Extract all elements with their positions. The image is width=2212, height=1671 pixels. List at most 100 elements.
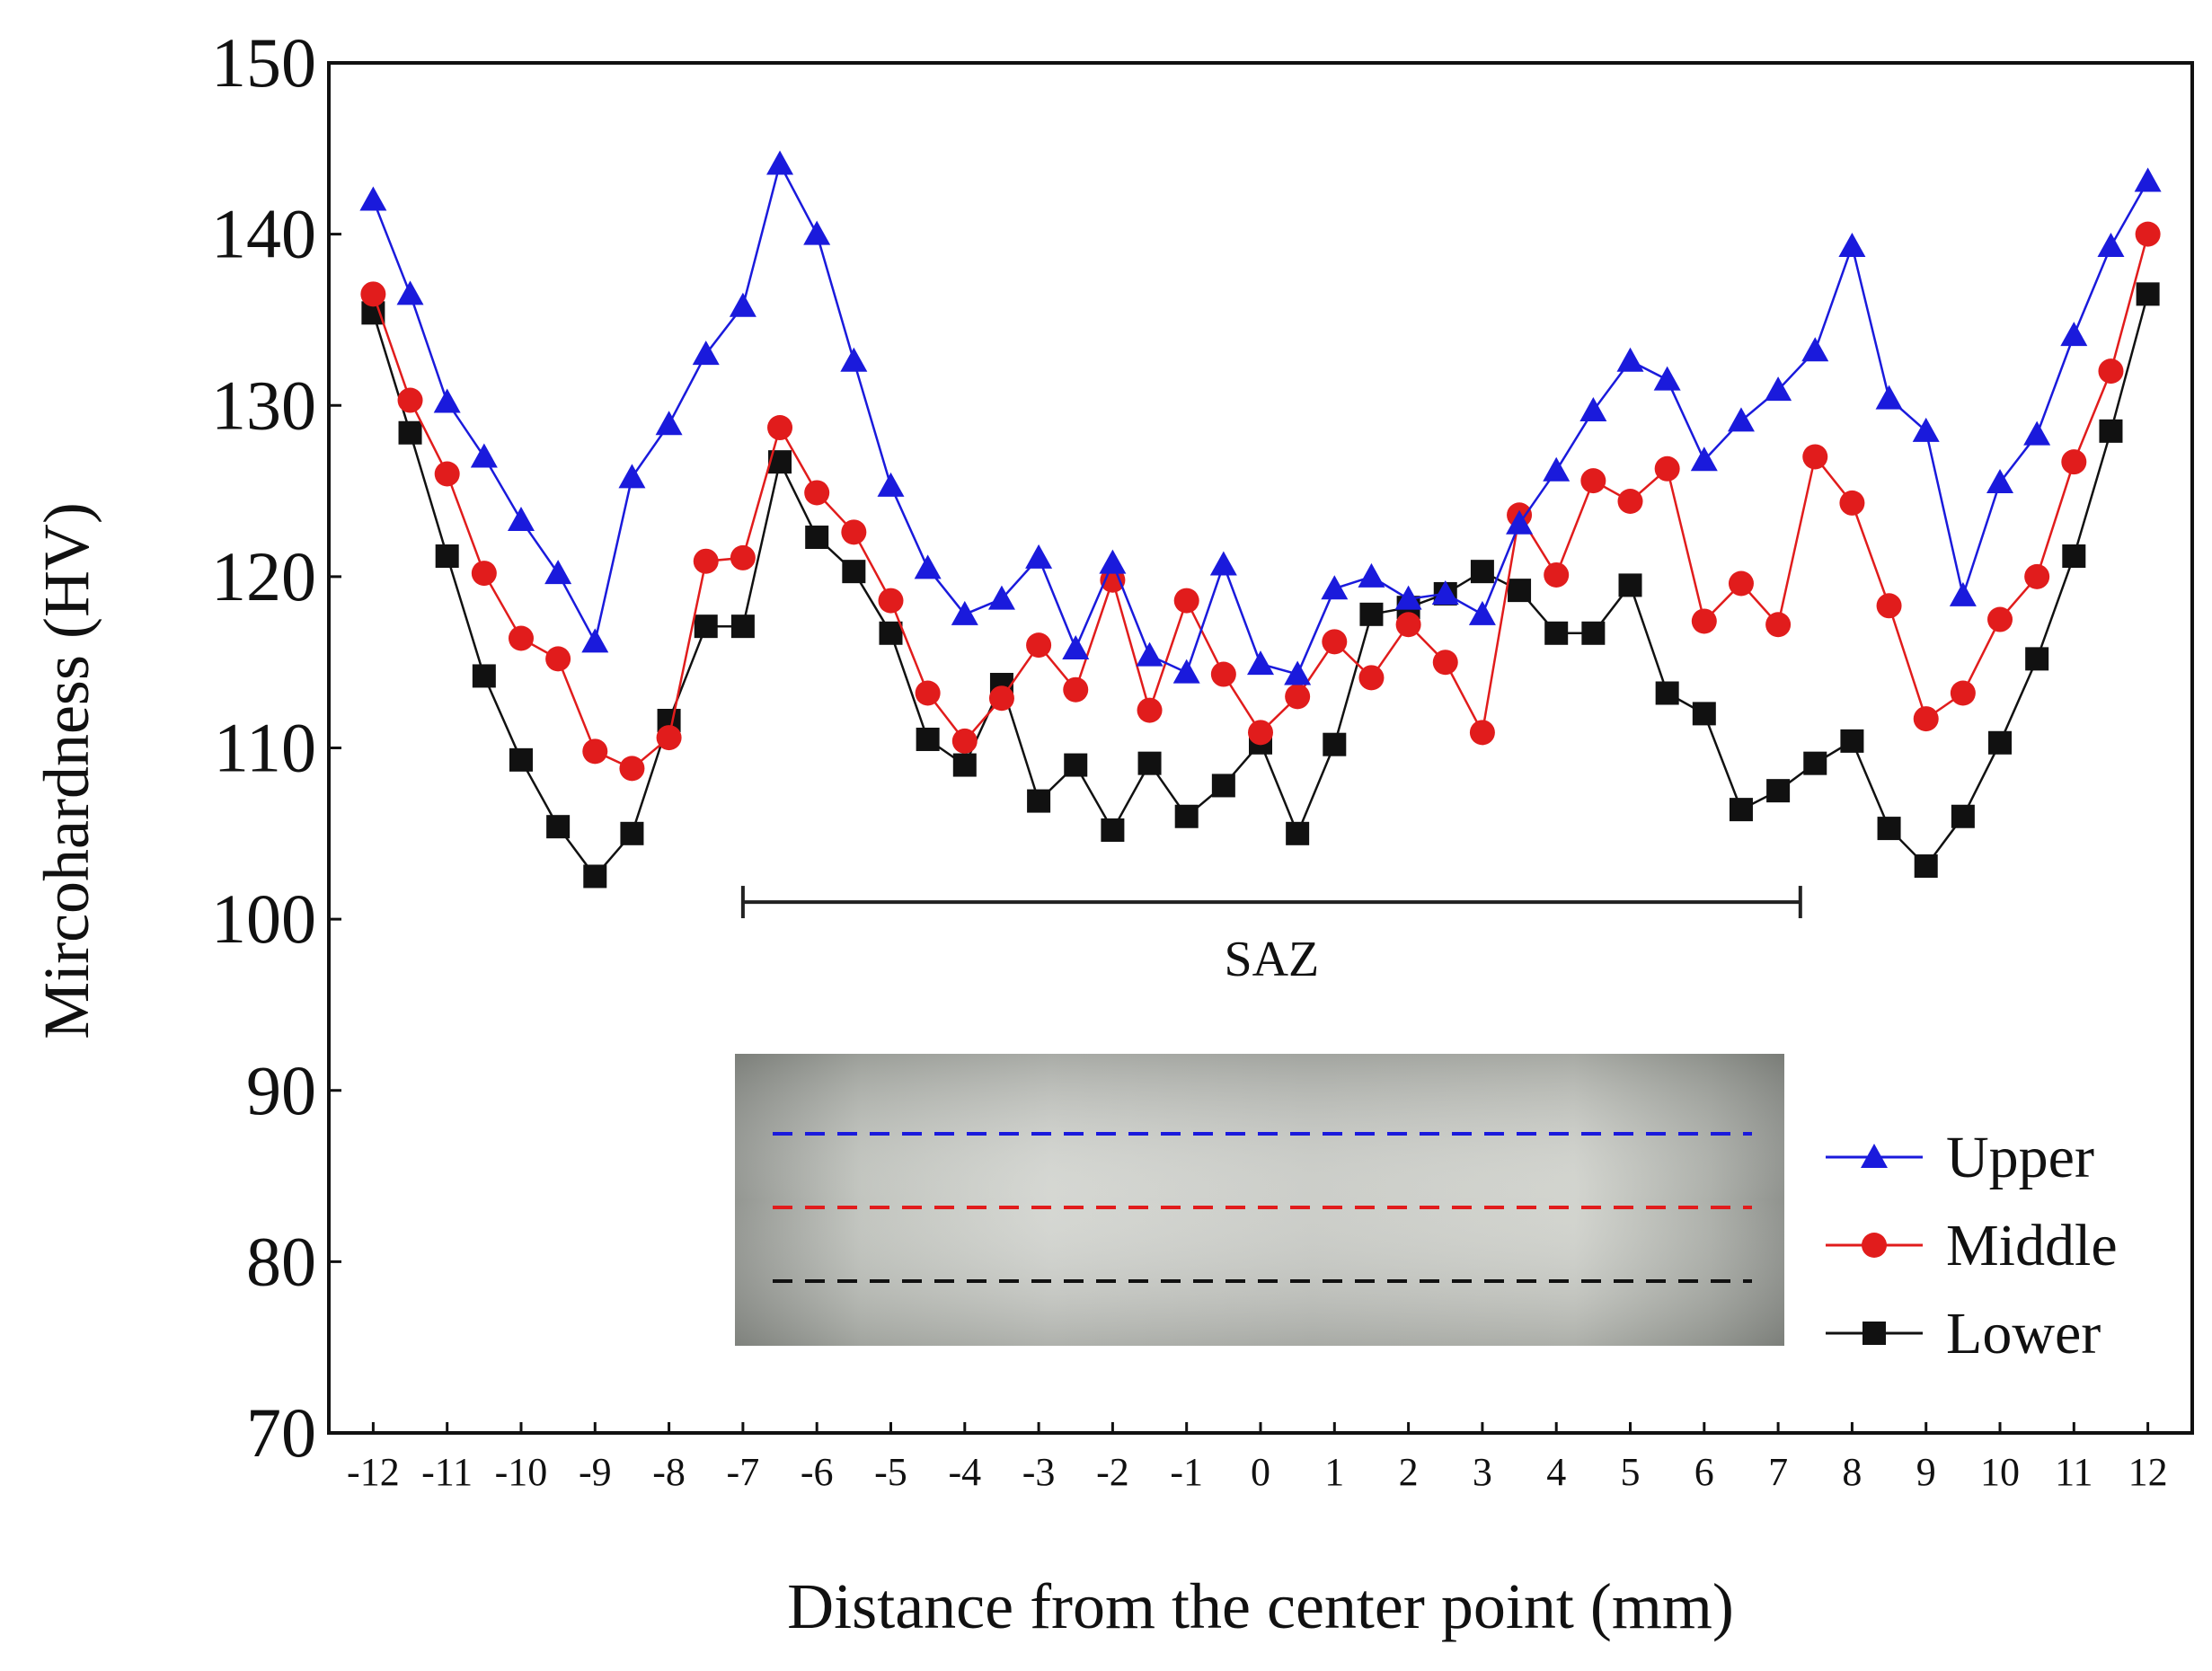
x-tick-label: -4 — [948, 1450, 981, 1494]
data-point-upper — [2097, 232, 2125, 257]
data-point-upper — [581, 628, 609, 653]
x-tick-label: 8 — [1842, 1450, 1862, 1494]
data-point-upper — [840, 347, 868, 372]
data-point-lower — [509, 747, 533, 772]
data-point-lower — [1359, 602, 1384, 626]
data-point-lower — [1803, 751, 1827, 775]
data-point-middle — [878, 588, 904, 614]
data-point-lower — [2099, 419, 2123, 443]
data-point-upper — [1172, 659, 1200, 684]
data-point-upper — [618, 464, 646, 489]
data-point-lower — [1655, 681, 1679, 705]
data-point-upper — [1321, 575, 1349, 600]
data-point-upper — [1358, 562, 1385, 588]
data-point-middle — [915, 680, 941, 706]
x-tick-label: 4 — [1546, 1450, 1566, 1494]
data-point-upper — [1949, 581, 1977, 606]
data-point-lower — [1951, 804, 1975, 828]
data-point-upper — [1062, 634, 1090, 659]
data-point-upper — [1099, 549, 1127, 574]
data-point-lower — [730, 614, 755, 639]
data-point-middle — [1913, 706, 1939, 732]
data-point-upper — [877, 472, 905, 497]
data-point-middle — [1469, 720, 1495, 746]
x-tick-label: -7 — [727, 1450, 760, 1494]
y-tick-label: 120 — [211, 537, 316, 615]
x-tick-label: -12 — [347, 1450, 400, 1494]
data-point-lower — [1692, 702, 1716, 726]
data-point-middle — [1395, 612, 1421, 638]
data-point-lower — [805, 526, 829, 550]
data-point-lower — [842, 560, 866, 584]
data-point-upper — [2023, 420, 2051, 446]
data-point-lower — [1914, 854, 1938, 879]
data-point-upper — [396, 280, 424, 305]
y-tick-label: 110 — [214, 709, 316, 787]
x-tick-label: -10 — [495, 1450, 548, 1494]
data-point-upper — [544, 560, 572, 585]
legend-marker-middle — [1862, 1233, 1887, 1258]
data-point-middle — [2135, 221, 2161, 247]
data-point-lower — [583, 864, 607, 889]
data-point-middle — [1173, 588, 1199, 614]
data-point-middle — [1432, 650, 1458, 676]
data-point-upper — [1579, 396, 1607, 421]
data-point-upper — [766, 150, 794, 175]
data-point-lower — [1323, 732, 1347, 756]
data-point-middle — [1617, 489, 1643, 514]
data-point-middle — [1285, 684, 1311, 710]
data-point-lower — [435, 544, 459, 568]
data-point-lower — [1544, 621, 1569, 645]
data-point-lower — [546, 815, 571, 839]
x-tick-label: 2 — [1399, 1450, 1419, 1494]
data-point-lower — [1618, 573, 1642, 597]
legend-label-middle: Middle — [1946, 1213, 2118, 1278]
data-point-middle — [988, 685, 1014, 712]
data-point-middle — [1691, 608, 1717, 634]
x-tick-label: 0 — [1251, 1450, 1270, 1494]
data-point-lower — [952, 753, 977, 777]
x-tick-label: -9 — [579, 1450, 612, 1494]
data-point-lower — [1174, 804, 1199, 828]
x-tick-label: 6 — [1694, 1450, 1714, 1494]
data-point-lower — [1508, 579, 1532, 603]
x-tick-label: 9 — [1916, 1450, 1936, 1494]
data-point-upper — [803, 220, 831, 245]
data-point-middle — [545, 646, 571, 672]
saz-label: SAZ — [1224, 932, 1319, 987]
data-point-lower — [1840, 729, 1864, 753]
x-tick-label: 3 — [1473, 1450, 1492, 1494]
data-point-lower — [2025, 647, 2049, 671]
data-point-lower — [879, 621, 903, 645]
data-point-upper — [1506, 509, 1534, 535]
data-point-upper — [1838, 232, 1866, 257]
data-point-upper — [987, 585, 1015, 610]
x-tick-label: -3 — [1022, 1450, 1056, 1494]
data-point-upper — [1801, 337, 1829, 362]
y-tick-label: 70 — [246, 1393, 316, 1472]
data-point-upper — [1284, 660, 1312, 685]
data-point-lower — [1729, 798, 1753, 822]
data-point-middle — [434, 461, 460, 487]
x-tick-label: -2 — [1096, 1450, 1129, 1494]
data-point-lower — [1286, 821, 1310, 845]
series-line-middle — [372, 234, 2149, 770]
data-point-middle — [1654, 455, 1680, 482]
data-point-lower — [1581, 621, 1606, 645]
data-point-middle — [767, 415, 793, 441]
x-tick-label: 1 — [1324, 1450, 1344, 1494]
data-point-middle — [1210, 661, 1236, 687]
x-tick-label: -1 — [1170, 1450, 1203, 1494]
y-tick-label: 80 — [246, 1222, 316, 1300]
x-tick-label: -8 — [652, 1450, 686, 1494]
data-point-middle — [360, 281, 386, 307]
data-point-lower — [2136, 282, 2160, 306]
legend-label-lower: Lower — [1946, 1301, 2101, 1366]
data-point-upper — [914, 554, 942, 579]
series-lower — [361, 282, 2160, 889]
data-point-lower — [1137, 751, 1162, 775]
data-point-middle — [1839, 490, 1865, 516]
data-point-lower — [1027, 789, 1051, 813]
data-point-upper — [1136, 641, 1164, 667]
data-point-middle — [1063, 676, 1089, 703]
